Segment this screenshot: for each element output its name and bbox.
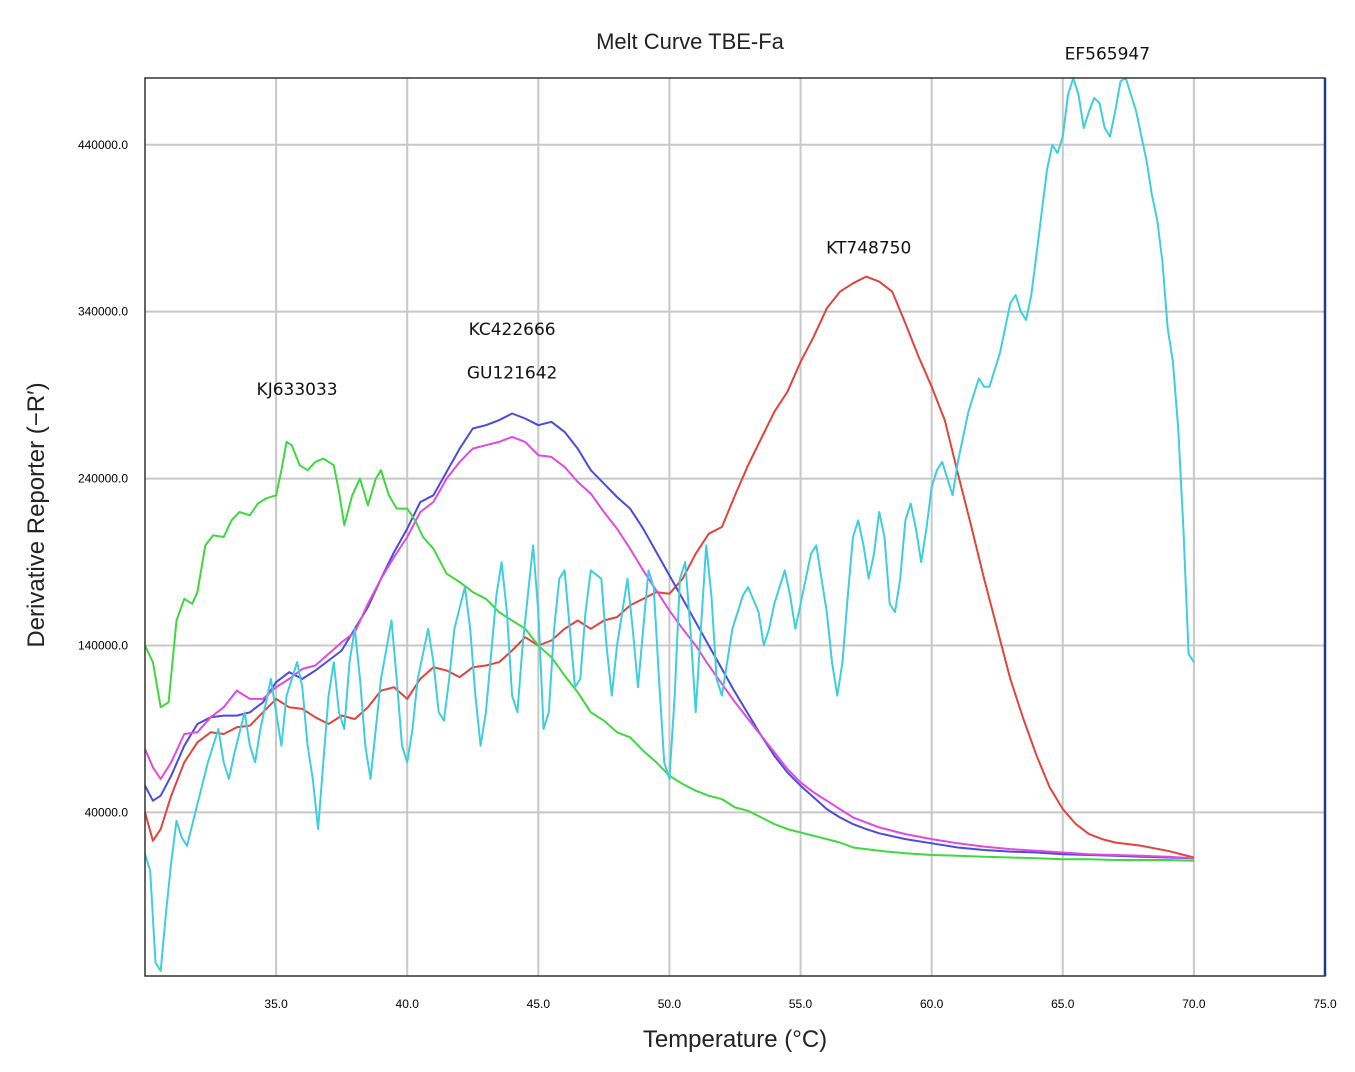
x-tick-label: 65.0: [1051, 997, 1075, 1011]
y-tick-label: 340000.0: [78, 305, 128, 319]
series-line-kj633033: [144, 440, 1194, 862]
x-tick-label: 75.0: [1313, 997, 1337, 1011]
annotation-layer: EF565947 KT748750 KC422666 GU121642 KJ633033: [257, 45, 1151, 400]
series-line-ef565947: [144, 77, 1195, 972]
x-axis-title: Temperature (°C): [643, 1026, 827, 1053]
x-tick-label: 55.0: [789, 997, 813, 1011]
series-line-kt748750: [144, 275, 1195, 859]
series-annotation-ef565947: EF565947: [1065, 45, 1150, 65]
grid-layer: [145, 78, 1325, 976]
series-annotation-kt748750: KT748750: [826, 238, 911, 258]
y-tick-label: 240000.0: [78, 472, 128, 486]
series-line-gu121642: [144, 435, 1194, 860]
series-layer: [144, 77, 1195, 972]
x-tick-label: 60.0: [920, 997, 944, 1011]
tick-layer: 35.0 40.0 45.0 50.0 55.0 60.0 65.0 70.0 75.0 4000…: [78, 138, 1337, 1011]
x-tick-label: 70.0: [1182, 997, 1206, 1011]
y-tick-label: 40000.0: [85, 805, 129, 819]
series-annotation-gu121642: GU121642: [467, 363, 558, 383]
series-annotation-kj633033: KJ633033: [257, 380, 338, 400]
x-tick-label: 40.0: [396, 997, 420, 1011]
x-tick-label: 50.0: [658, 997, 682, 1011]
y-tick-label: 440000.0: [78, 138, 128, 152]
y-axis-title: Derivative Reporter (−R′): [23, 382, 50, 647]
x-tick-label: 35.0: [264, 997, 288, 1011]
series-line-kc422666: [144, 412, 1194, 860]
y-tick-label: 140000.0: [78, 639, 128, 653]
series-annotation-kc422666: KC422666: [469, 320, 556, 340]
chart-title: Melt Curve TBE-Fa: [596, 29, 785, 54]
x-tick-label: 45.0: [527, 997, 551, 1011]
